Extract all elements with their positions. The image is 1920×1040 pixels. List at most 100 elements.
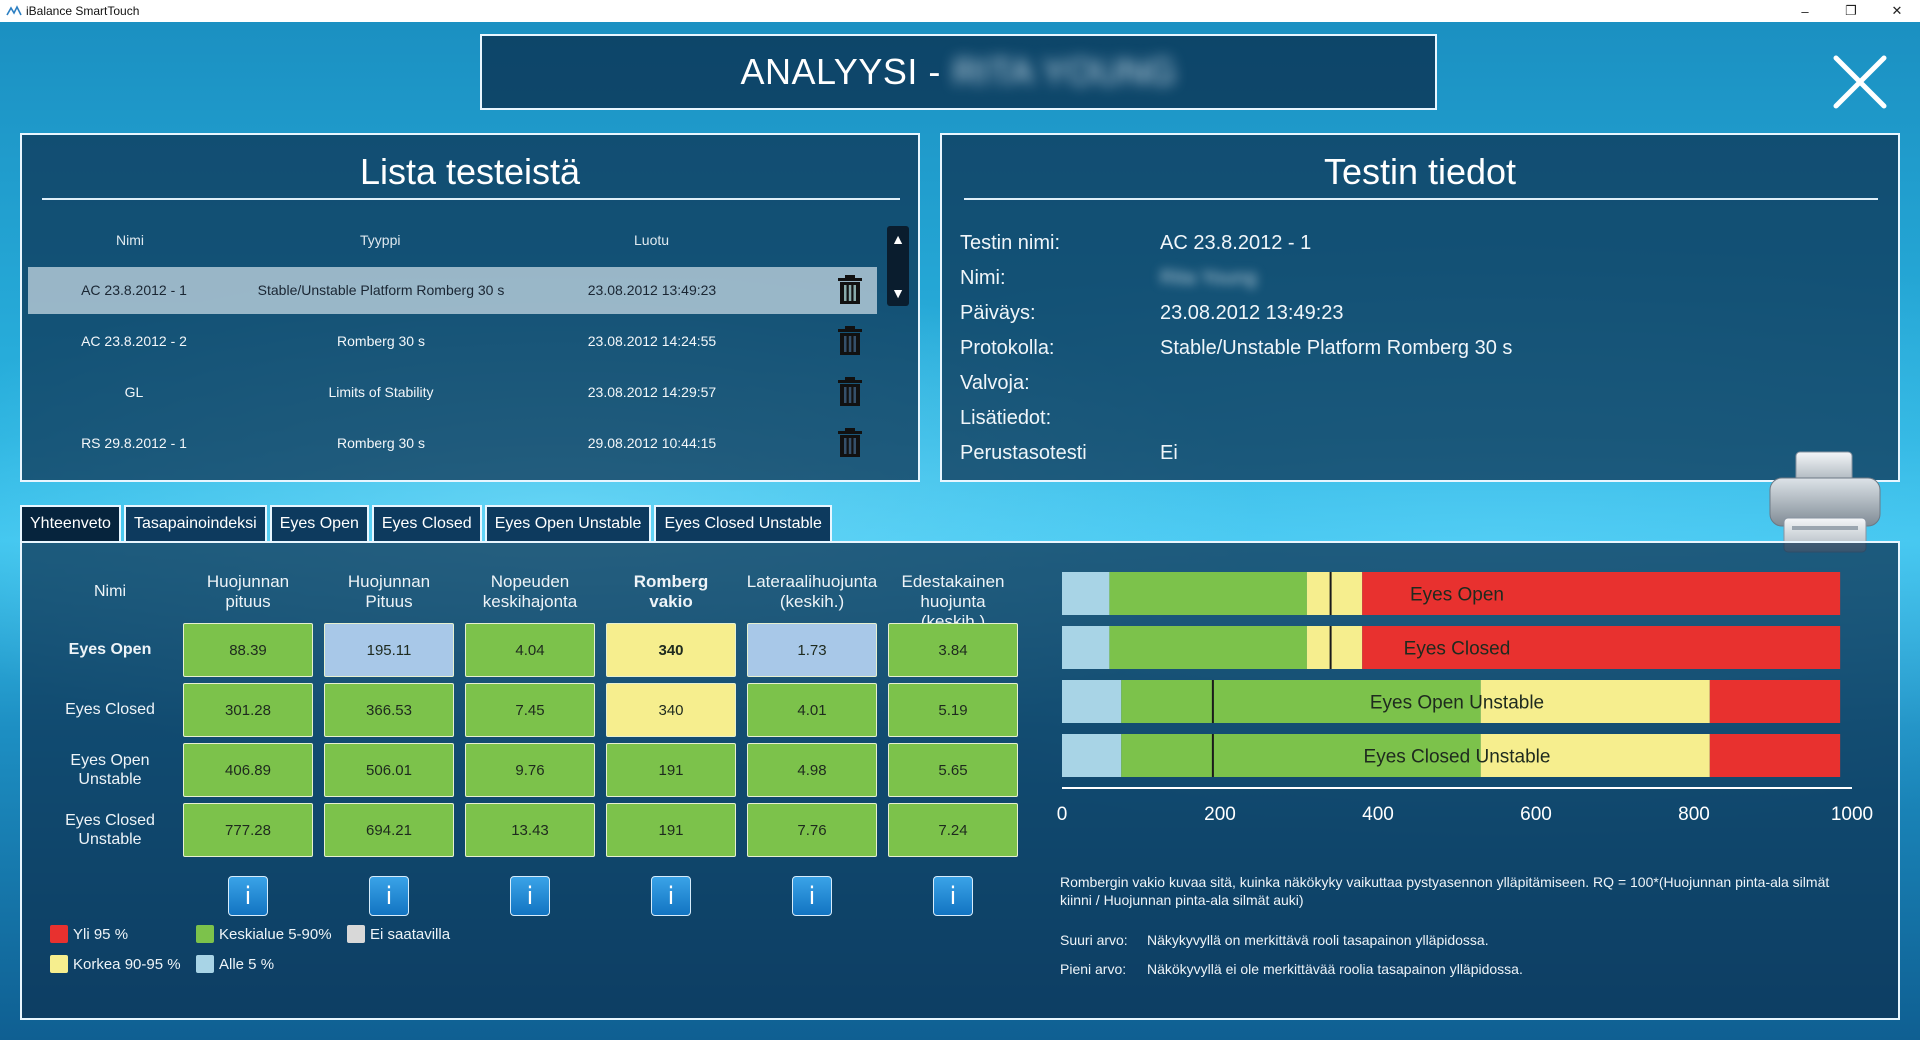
legend-item: Yli 95 % xyxy=(50,925,128,943)
column-header: Huojunnan pituus xyxy=(182,572,314,612)
low-value-text: Näkökyvyllä ei ole merkittävää roolia ta… xyxy=(1147,961,1523,977)
value-cell: 777.28 xyxy=(183,803,313,857)
info-button[interactable]: i xyxy=(792,876,832,916)
info-button[interactable]: i xyxy=(651,876,691,916)
legend-item: Korkea 90-95 % xyxy=(50,955,181,973)
trash-icon[interactable] xyxy=(837,428,863,458)
tab-yhteenveto[interactable]: Yhteenveto xyxy=(20,505,121,541)
value-cell: 406.89 xyxy=(183,743,313,797)
bar-segment xyxy=(1062,680,1122,723)
divider xyxy=(964,198,1878,200)
tab-tasapainoindeksi[interactable]: Tasapainoindeksi xyxy=(123,505,267,541)
value-cell: 4.01 xyxy=(747,683,877,737)
test-name: AC 23.8.2012 - 1 xyxy=(81,282,187,298)
test-list-row[interactable]: GL Limits of Stability 23.08.2012 14:29:… xyxy=(28,369,877,416)
trash-icon[interactable] xyxy=(837,377,863,407)
legend-label: Keskialue 5-90% xyxy=(219,925,332,943)
value-cell: 5.19 xyxy=(888,683,1018,737)
restore-icon[interactable]: ❐ xyxy=(1845,3,1857,18)
test-created: 23.08.2012 13:49:23 xyxy=(587,282,717,298)
column-header-line: pituus xyxy=(225,592,271,611)
detail-label: Protokolla: xyxy=(960,337,1055,359)
list-scrollbar[interactable]: ▲ ▼ xyxy=(887,226,909,306)
bar-segment xyxy=(1480,680,1710,723)
test-created: 23.08.2012 14:24:55 xyxy=(587,333,717,349)
column-header-type[interactable]: Tyyppi xyxy=(360,232,401,248)
legend-item: Alle 5 % xyxy=(196,955,274,973)
legend-swatch-grey xyxy=(347,925,365,943)
tab-eyes-closed[interactable]: Eyes Closed xyxy=(371,505,482,541)
bar-segment xyxy=(1362,626,1841,669)
test-name: RS 29.8.2012 - 1 xyxy=(81,435,187,451)
row-header-line: Unstable xyxy=(78,831,142,848)
detail-label: Perustasotesti xyxy=(960,442,1087,464)
close-icon[interactable] xyxy=(1832,54,1888,110)
trash-icon[interactable] xyxy=(837,326,863,356)
value-cell: 7.76 xyxy=(747,803,877,857)
detail-label: Valvoja: xyxy=(960,372,1030,394)
tab-bar: Yhteenveto Tasapainoindeksi Eyes Open Ey… xyxy=(20,505,835,541)
test-name: AC 23.8.2012 - 2 xyxy=(81,333,187,349)
window-close-icon[interactable]: ✕ xyxy=(1891,3,1903,18)
x-tick-label: 0 xyxy=(1057,804,1068,825)
row-header: Eyes Closed xyxy=(50,700,170,719)
detail-value: 23.08.2012 13:49:23 xyxy=(1160,302,1344,324)
test-list-row[interactable]: RS 29.8.2012 - 1 Romberg 30 s 29.08.2012… xyxy=(28,420,877,467)
value-cell: 191 xyxy=(606,803,736,857)
scroll-down-icon[interactable]: ▼ xyxy=(891,285,905,301)
legend-label: Korkea 90-95 % xyxy=(73,955,181,973)
column-header-line: Edestakainen xyxy=(901,572,1005,591)
info-button[interactable]: i xyxy=(228,876,268,916)
minimize-icon[interactable]: – xyxy=(1801,3,1809,19)
detail-value: AC 23.8.2012 - 1 xyxy=(1160,232,1312,254)
column-header-line: Lateraalihuojunta xyxy=(746,572,878,591)
test-type: Limits of Stability xyxy=(328,384,434,400)
info-button[interactable]: i xyxy=(933,876,973,916)
legend-item: Ei saatavilla xyxy=(347,925,450,943)
column-header-created[interactable]: Luotu xyxy=(634,232,670,248)
value-cell: 195.11 xyxy=(324,623,454,677)
app-icon xyxy=(6,4,22,18)
column-header-name[interactable]: Nimi xyxy=(116,232,144,248)
trash-icon[interactable] xyxy=(837,275,863,305)
detail-value: Ei xyxy=(1160,442,1178,464)
bar-segment xyxy=(1362,572,1841,615)
legend-label: Yli 95 % xyxy=(73,925,129,943)
description-text: Rombergin vakio kuvaa sitä, kuinka näkök… xyxy=(1060,874,1830,908)
test-list-title: Lista testeistä xyxy=(359,151,581,192)
x-tick-label: 400 xyxy=(1362,804,1394,825)
column-header-line: keskihajonta xyxy=(482,592,578,611)
detail-value: Stable/Unstable Platform Romberg 30 s xyxy=(1160,337,1513,359)
series-label: Eyes Closed Unstable xyxy=(1364,747,1551,768)
legend-item: Keskialue 5-90% xyxy=(196,925,332,943)
column-header-line: Nopeuden xyxy=(490,572,570,591)
value-cell: 13.43 xyxy=(465,803,595,857)
value-cell: 4.98 xyxy=(747,743,877,797)
x-tick-label: 600 xyxy=(1520,804,1552,825)
column-header: Nopeuden keskihajonta xyxy=(464,572,596,612)
test-list-row[interactable]: AC 23.8.2012 - 2 Romberg 30 s 23.08.2012… xyxy=(28,318,877,365)
row-header-line: Eyes Closed xyxy=(65,701,155,718)
bar-segment xyxy=(1709,680,1841,723)
info-button[interactable]: i xyxy=(369,876,409,916)
bar-segment xyxy=(1306,572,1363,615)
tab-eyes-open-unstable[interactable]: Eyes Open Unstable xyxy=(484,505,652,541)
scroll-up-icon[interactable]: ▲ xyxy=(891,231,905,247)
divider xyxy=(42,198,900,200)
series-label: Eyes Closed xyxy=(1404,639,1511,660)
tab-eyes-closed-unstable[interactable]: Eyes Closed Unstable xyxy=(654,505,832,541)
bar-segment xyxy=(1121,734,1481,777)
series-label: Eyes Open Unstable xyxy=(1370,693,1544,714)
value-cell: 366.53 xyxy=(324,683,454,737)
row-header-line: Eyes Open xyxy=(70,752,150,769)
tab-eyes-open[interactable]: Eyes Open xyxy=(269,505,369,541)
test-name: GL xyxy=(124,384,144,400)
column-header-line: Pituus xyxy=(365,592,413,611)
info-button[interactable]: i xyxy=(510,876,550,916)
value-cell: 5.65 xyxy=(888,743,1018,797)
page-title-text: ANALYYSI - xyxy=(740,51,941,92)
detail-value: Rita Young xyxy=(1160,267,1257,289)
row-header-line: Eyes Open xyxy=(68,641,152,658)
test-list-row[interactable]: AC 23.8.2012 - 1 Stable/Unstable Platfor… xyxy=(28,267,877,314)
bar-segment xyxy=(1062,734,1122,777)
